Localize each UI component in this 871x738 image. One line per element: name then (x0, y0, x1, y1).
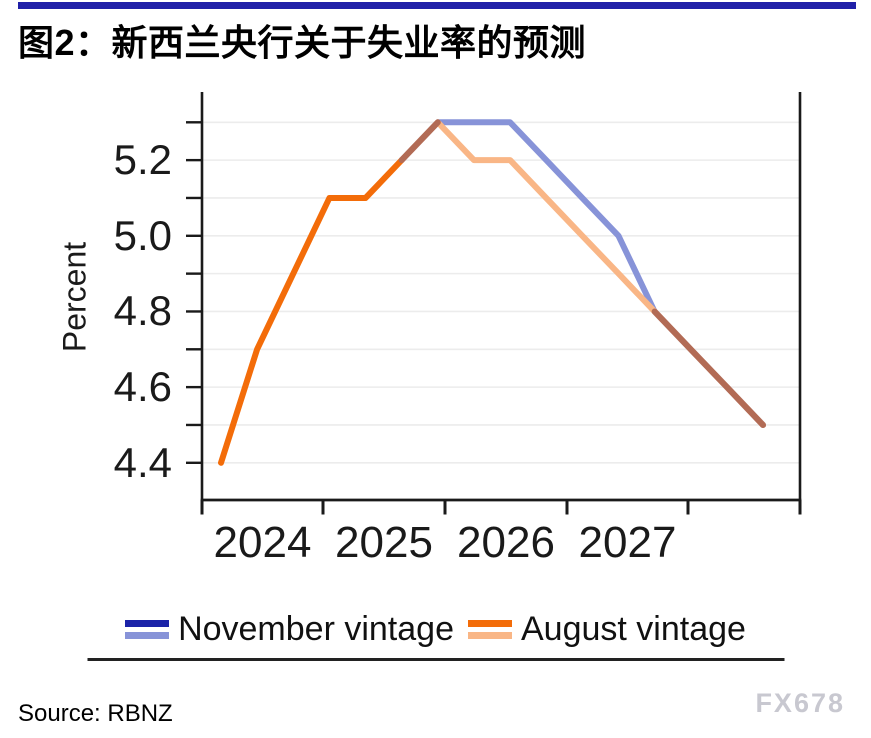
y-tick-label: 5.2 (113, 136, 172, 184)
y-tick-label: 5.0 (113, 211, 172, 259)
legend-swatch (467, 619, 512, 639)
legend-swatch-bar (125, 631, 170, 639)
x-tick-label: 2024 (213, 518, 312, 567)
legend-underline (87, 658, 784, 661)
legend: November vintage August vintage (0, 612, 871, 646)
watermark: FX678 (755, 688, 845, 718)
legend-swatch-bar (467, 631, 512, 639)
legend-swatch-bar (125, 619, 170, 627)
x-tick-label: 2025 (335, 518, 433, 567)
legend-swatch (125, 619, 170, 639)
legend-label: August vintage (520, 610, 746, 648)
source-note: Source: RBNZ (18, 700, 173, 727)
chart-title: 图2：新西兰央行关于失业率的预测 (18, 22, 587, 63)
legend-label: November vintage (178, 610, 454, 648)
y-tick-label: 4.4 (113, 438, 172, 486)
legend-item: November vintage (125, 612, 454, 646)
series-overlap (651, 308, 766, 428)
legend-swatch-bar (467, 619, 512, 627)
x-tick-label: 2027 (578, 518, 677, 567)
series-overlap (398, 119, 441, 164)
series-august-history (218, 157, 405, 466)
legend-item: August vintage (467, 610, 746, 648)
x-tick-label: 2026 (457, 518, 555, 567)
y-tick-label: 4.8 (113, 287, 172, 335)
accent-bar (18, 2, 856, 9)
y-tick-label: 4.6 (113, 363, 172, 411)
